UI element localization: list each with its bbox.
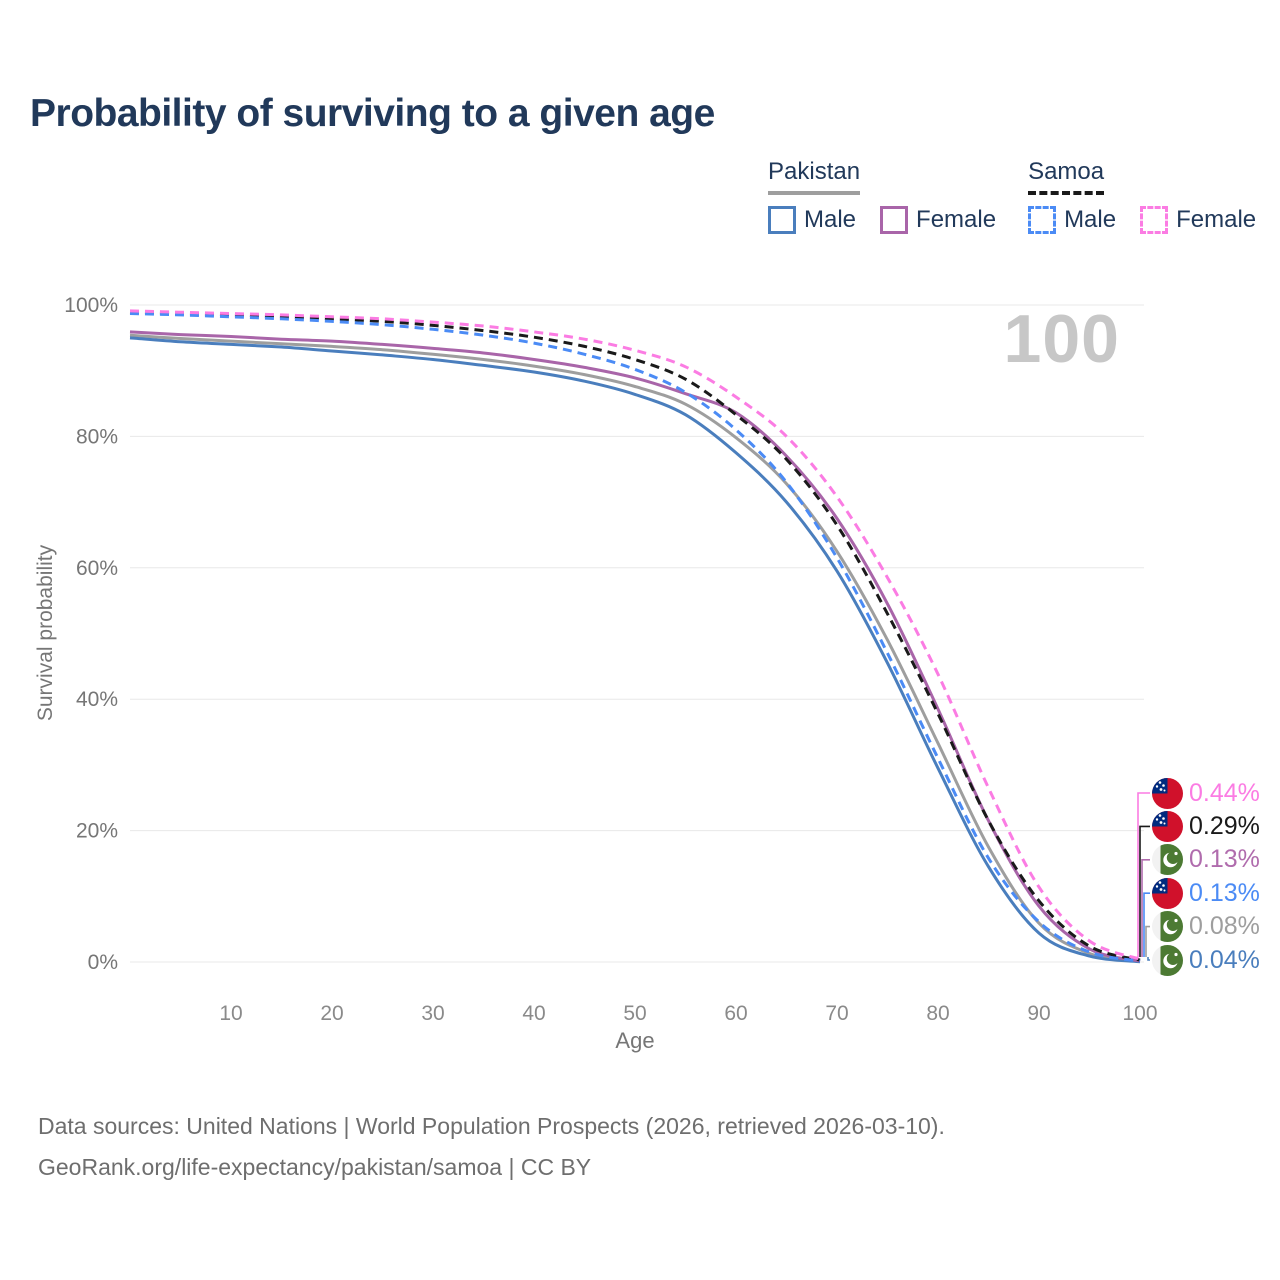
end-label-value: 0.44% — [1189, 778, 1260, 807]
end-label-value: 0.29% — [1189, 811, 1260, 840]
series-line-pakistan-male — [129, 336, 1141, 964]
x-tick-label: 70 — [825, 1002, 848, 1025]
series-line-pakistan-female — [129, 330, 1141, 963]
series-line-samoa-female — [129, 309, 1141, 961]
x-tick-label: 60 — [724, 1002, 747, 1025]
end-label-pakistan-female: 0.13% — [1152, 844, 1260, 876]
legend-label-female: Female — [1176, 206, 1257, 233]
samoa-flag-icon — [1152, 877, 1183, 909]
legend-item-pakistan-male: Male — [768, 206, 856, 234]
end-label-pakistan: 0.08% — [1152, 911, 1260, 943]
page-title: Probability of surviving to a given age — [30, 92, 715, 135]
legend-label-female: Female — [916, 206, 997, 233]
pakistan-flag-icon — [1152, 944, 1183, 976]
footer: Data sources: United Nations | World Pop… — [38, 1106, 945, 1188]
legend-item-pakistan-female: Female — [880, 206, 996, 234]
leader-line-pakistan-female — [1141, 859, 1150, 957]
legend-item-samoa-male: Male — [1028, 206, 1116, 234]
x-tick-label: 30 — [421, 1002, 444, 1025]
legend-country-samoa: Samoa — [1028, 158, 1105, 195]
legend-label-male: Male — [1064, 206, 1117, 233]
samoa-flag-icon — [1152, 810, 1183, 842]
y-tick-label: 100% — [64, 294, 118, 317]
end-label-pakistan-male: 0.04% — [1152, 944, 1260, 976]
series-line-samoa — [129, 310, 1141, 962]
end-label-samoa-male: 0.13% — [1152, 877, 1260, 909]
leader-line-pakistan — [1145, 925, 1150, 957]
pakistan-male-swatch — [768, 206, 796, 234]
legend-item-samoa-female: Female — [1140, 206, 1256, 234]
legend-country-pakistan: Pakistan — [768, 158, 861, 195]
series-line-samoa-male — [129, 312, 1141, 963]
leader-line-samoa — [1139, 825, 1150, 957]
series-line-pakistan — [129, 333, 1141, 963]
pakistan-flag-icon — [1152, 911, 1183, 943]
samoa-female-swatch — [1140, 206, 1169, 234]
end-label-value: 0.08% — [1189, 912, 1260, 941]
y-tick-label: 40% — [76, 688, 118, 711]
end-label-value: 0.04% — [1189, 945, 1260, 974]
x-tick-label: 40 — [522, 1002, 545, 1025]
source-url-text: GeoRank.org/life-expectancy/pakistan/sam… — [38, 1154, 592, 1180]
end-label-samoa: 0.29% — [1152, 810, 1260, 842]
leader-line-samoa-female — [1137, 792, 1150, 957]
x-tick-label: 50 — [623, 1002, 646, 1025]
x-axis-title: Age — [615, 1028, 655, 1053]
end-label-value: 0.13% — [1189, 845, 1260, 874]
leader-line-pakistan-male — [1147, 957, 1150, 961]
legend: Pakistan Male Female Samoa Male — [768, 158, 1256, 234]
x-tick-label: 10 — [219, 1002, 242, 1025]
leader-line-samoa-male — [1143, 892, 1150, 957]
pakistan-flag-icon — [1152, 844, 1183, 876]
x-tick-label: 90 — [1027, 1002, 1050, 1025]
y-tick-label: 20% — [76, 820, 118, 843]
x-tick-label: 80 — [926, 1002, 949, 1025]
end-label-samoa-female: 0.44% — [1152, 777, 1260, 809]
y-tick-label: 60% — [76, 557, 118, 580]
y-tick-label: 0% — [88, 951, 118, 974]
samoa-male-swatch — [1028, 206, 1057, 234]
legend-label-male: Male — [804, 206, 857, 233]
data-sources-text: Data sources: United Nations | World Pop… — [38, 1113, 945, 1139]
x-tick-label: 20 — [320, 1002, 343, 1025]
pakistan-female-swatch — [880, 206, 909, 234]
end-label-value: 0.13% — [1189, 878, 1260, 907]
age-watermark: 100 — [1003, 301, 1120, 377]
x-tick-label: 100 — [1122, 1002, 1157, 1025]
samoa-flag-icon — [1152, 777, 1183, 809]
y-axis-title: Survival probability — [34, 544, 57, 722]
legend-group-pakistan: Pakistan Male Female — [768, 158, 996, 234]
legend-group-samoa: Samoa Male Female — [1028, 158, 1256, 234]
y-tick-label: 80% — [76, 425, 118, 448]
